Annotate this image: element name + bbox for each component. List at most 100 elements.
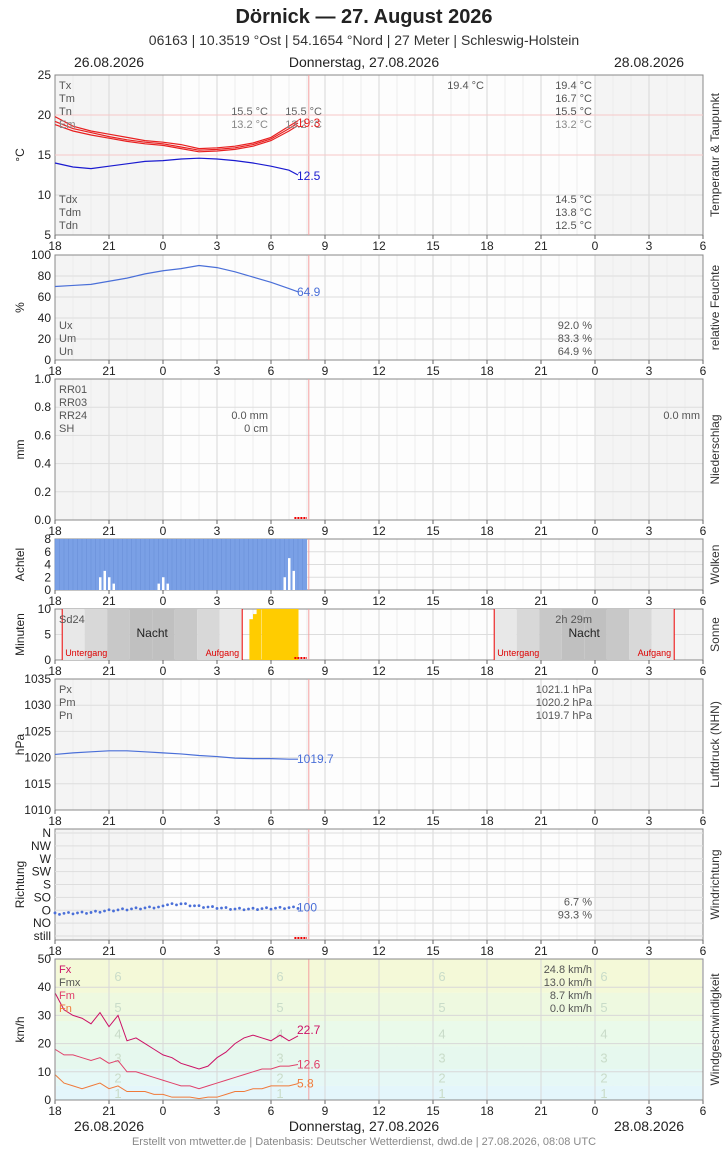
low-cloud-bar [283, 577, 286, 590]
y-tick-label: NO [33, 916, 51, 930]
date-left-top: 26.08.2026 [74, 54, 145, 70]
y-axis-label: Minuten [13, 613, 27, 656]
panel-5: 0 5 10 18 21 0 3 6 9 12 15 18 21 0 3 6 Minuten Sonne Nacht… [13, 602, 722, 678]
x-tick-label: 15 [426, 364, 440, 378]
y-tick-label: 0 [44, 1093, 51, 1107]
bft-label: 2 [114, 1070, 121, 1085]
x-tick-label: 0 [160, 524, 167, 538]
wind-dir-point [170, 902, 174, 906]
night-band [584, 609, 607, 660]
y-tick-label: 1.0 [34, 372, 51, 386]
date-center-top: Donnerstag, 27.08.2026 [288, 54, 440, 70]
series-fx [54, 992, 299, 1070]
label-tdx: Tdx [59, 194, 78, 206]
wind-dir-point [67, 911, 70, 914]
wind-dir-point [265, 906, 268, 910]
x-tick-label: 6 [268, 524, 275, 538]
y-tick-label: 0.4 [34, 457, 51, 471]
night-band [84, 609, 108, 660]
x-tick-label: 21 [534, 664, 548, 678]
label-ux: Ux [59, 320, 73, 332]
stat-o: 93.3 % [558, 909, 592, 921]
bft-label: 3 [276, 1051, 283, 1066]
stat-still: 6.7 % [564, 896, 592, 908]
stat-tm: 16.7 °C [555, 93, 592, 105]
night-band [516, 609, 540, 660]
date-right-bottom: 28.08.2026 [614, 1118, 685, 1134]
label-rr24: RR24 [59, 410, 87, 422]
x-tick-label: 6 [700, 239, 707, 253]
bft-label: 1 [114, 1086, 121, 1101]
bft-label: 1 [600, 1086, 607, 1101]
x-tick-label: 18 [48, 239, 62, 253]
label-tn: Tn [59, 106, 72, 118]
night-band [494, 609, 517, 660]
wind-dir-point [62, 912, 66, 915]
date-left-bottom: 26.08.2026 [74, 1118, 145, 1134]
panel-2: 0 20 40 60 80 100 18 21 0 3 6 9 12 15 18 21 0 3 6% relative… [13, 248, 722, 378]
wind-dir-point [184, 902, 187, 906]
wind-dir-point [98, 910, 102, 914]
wind-dir-point [242, 908, 246, 912]
x-tick-label: 3 [646, 814, 653, 828]
y-tick-label: 1020 [24, 751, 51, 765]
wind-dir-point [188, 904, 192, 908]
y-tick-label: 30 [38, 1008, 52, 1022]
sun-bar [253, 614, 258, 660]
night-band [651, 609, 675, 660]
wind-dir-point [80, 910, 84, 914]
x-tick-label: 18 [480, 364, 494, 378]
y-tick-label: 0 [44, 653, 51, 667]
panel-6: 1010 1015 1020 1025 1030 1035 18 21 0 3 6 9 12 15 18 21… [13, 672, 722, 828]
wind-dir-point [139, 907, 142, 911]
y-tick-label: W [40, 852, 52, 866]
label-tm: Tm [59, 93, 75, 105]
wind-dir-point [71, 912, 75, 916]
wind-dir-point [130, 907, 133, 911]
wind-dir-point [247, 907, 250, 911]
wind-dir-point [287, 906, 291, 910]
x-tick-label: 3 [214, 524, 221, 538]
series-td [54, 157, 299, 176]
wind-dir-point [193, 904, 196, 908]
bft-label: 4 [114, 1027, 121, 1042]
sun-bar [293, 609, 299, 660]
x-tick-label: 0 [592, 594, 599, 608]
x-tick-label: 9 [322, 1104, 329, 1118]
y-tick-label: 0 [44, 583, 51, 597]
x-tick-label: 9 [322, 814, 329, 828]
x-tick-label: 21 [102, 364, 116, 378]
y-tick-label: 0.8 [34, 400, 51, 414]
low-cloud-bar [292, 570, 295, 590]
x-tick-label: 12 [372, 814, 386, 828]
low-cloud-bar [108, 577, 111, 590]
x-tick-label: 9 [322, 524, 329, 538]
x-tick-label: 12 [372, 1104, 386, 1118]
wind-dir-point [256, 908, 259, 911]
stat-px: 1021.1 hPa [536, 684, 593, 696]
x-tick-label: 18 [480, 944, 494, 958]
label-un: Un [59, 346, 73, 358]
x-tick-label: 21 [102, 239, 116, 253]
sun-bar [275, 609, 281, 660]
night-band [107, 609, 130, 660]
series-humidity [54, 264, 299, 293]
night-band [62, 609, 85, 660]
x-tick-label: 12 [372, 944, 386, 958]
stat-pn: 1019.7 hPa [536, 710, 593, 722]
x-tick-label: 21 [534, 594, 548, 608]
x-tick-label: 3 [646, 944, 653, 958]
bft-label: 3 [600, 1051, 607, 1066]
x-tick-label: 21 [102, 814, 116, 828]
stat-em: 13.2 °C [555, 119, 592, 131]
stat-night-em: 13.2 °C [231, 119, 268, 131]
y-tick-label: 10 [38, 188, 52, 202]
wind-dir-point [89, 911, 93, 914]
wind-dir-point [175, 903, 178, 907]
x-tick-label: 3 [214, 1104, 221, 1118]
bft-label: 6 [600, 969, 607, 984]
label-rr03: RR03 [59, 397, 87, 409]
stat-tn: 15.5 °C [555, 106, 592, 118]
